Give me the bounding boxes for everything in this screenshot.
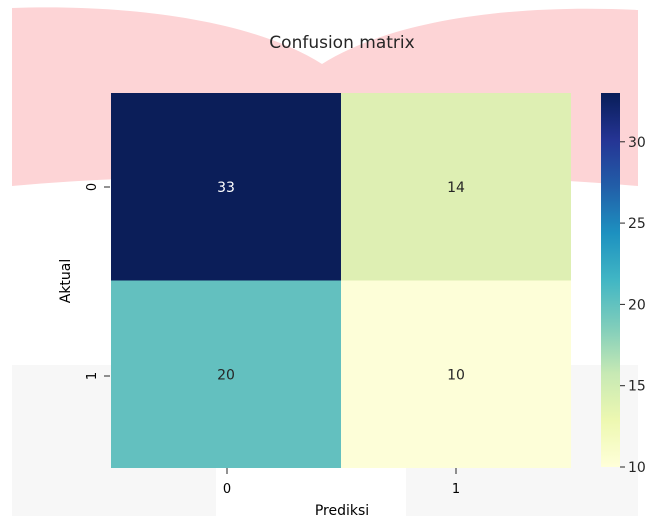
- y-tick-label-1: 1: [85, 372, 100, 380]
- chart-title: Confusion matrix: [269, 33, 414, 53]
- y-axis-label: Aktual: [58, 259, 74, 304]
- colorbar-tick-label-4: 30: [628, 135, 646, 151]
- heatmap-cell-1-0: [111, 280, 341, 468]
- colorbar-tick-label-2: 20: [628, 297, 646, 313]
- colorbar-tick-label-0: 10: [628, 460, 646, 476]
- x-tick-label-0: 0: [223, 482, 231, 497]
- colorbar: 10 15 20 25 30: [601, 93, 646, 476]
- heatmap-cells: 33 14 20 10: [111, 93, 571, 468]
- x-axis-label: Prediksi: [315, 503, 369, 516]
- x-axis: 0 1 Prediksi: [223, 468, 460, 516]
- heatmap-cell-0-0: [111, 93, 341, 281]
- cell-value-label-1-0: 20: [217, 367, 235, 383]
- cell-value-label-0-0: 33: [217, 180, 235, 196]
- background-white-strip: [216, 468, 406, 516]
- colorbar-tick-label-1: 15: [628, 379, 646, 395]
- cell-value-label-0-1: 14: [447, 180, 465, 196]
- heatmap-cell-1-1: [341, 280, 571, 468]
- colorbar-tick-label-3: 25: [628, 216, 646, 232]
- y-axis: 0 1 Aktual: [58, 183, 110, 380]
- heatmap-cell-0-1: [341, 93, 571, 281]
- y-tick-label-0: 0: [85, 183, 100, 191]
- colorbar-ticks: 10 15 20 25 30: [620, 135, 646, 476]
- colorbar-gradient: [601, 93, 620, 467]
- cell-value-label-1-1: 10: [447, 367, 465, 383]
- x-tick-label-1: 1: [452, 482, 460, 497]
